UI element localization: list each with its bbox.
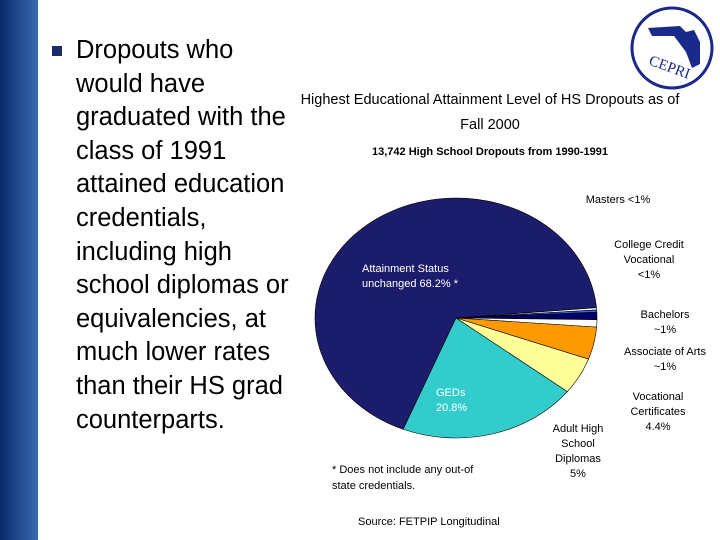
pie-slice [314,197,597,430]
label-part: College Credit Vocational [614,239,684,266]
label-part: <1% [627,194,651,206]
slice-label: Vocational Certificates 4.4% [618,390,698,435]
bullet-marker [52,46,62,56]
label-part: Vocational Certificates [630,391,686,418]
label-part: ~1% [653,361,677,373]
slice-label: Masters <1% [578,193,658,208]
pie-slice [402,317,568,439]
label-part: Associate of Arts [624,346,706,358]
label-part: GEDs [436,387,466,399]
slice-label: College Credit Vocational <1% [612,238,686,283]
label-part: 5% [570,468,586,480]
label-part: Bachelors [640,309,690,321]
label-part: Attainment Status unchanged [362,263,449,290]
side-bar [0,0,38,540]
slice-label: Bachelors ~1% [630,308,700,338]
slice-label: Associate of Arts ~1% [620,345,710,375]
label-part: 20.8% [436,402,468,414]
source: Source: FETPIP Longitudinal [358,516,500,528]
label-part: ~1% [653,324,677,336]
logo: CEPRI [630,6,714,90]
slice-label: Adult High School Diplomas 5% [546,422,610,482]
label-part: <1% [637,269,661,281]
label-part: 68.2% * [419,278,459,290]
bullet-text: Dropouts who would have graduated with t… [76,36,289,434]
footnote: * Does not include any out-of state cred… [332,464,474,492]
label-part: Masters [585,194,625,206]
chart-title: Highest Educational Attainment Level of … [300,92,680,133]
label-part: 4.4% [645,421,671,433]
slice-label: Attainment Status unchanged 68.2% * [362,262,492,292]
label-part: Adult High School Diplomas [552,423,604,465]
slice-label: GEDs 20.8% [436,386,486,416]
chart-subtitle: 13,742 High School Dropouts from 1990-19… [372,146,608,158]
